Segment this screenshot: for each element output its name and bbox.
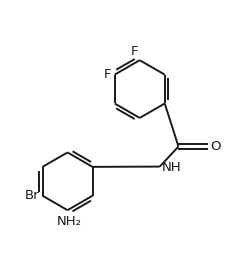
Text: Br: Br (25, 189, 39, 202)
Text: NH: NH (162, 161, 182, 174)
Text: F: F (104, 68, 112, 81)
Text: O: O (210, 140, 220, 153)
Text: F: F (130, 45, 138, 58)
Text: NH₂: NH₂ (56, 215, 81, 228)
